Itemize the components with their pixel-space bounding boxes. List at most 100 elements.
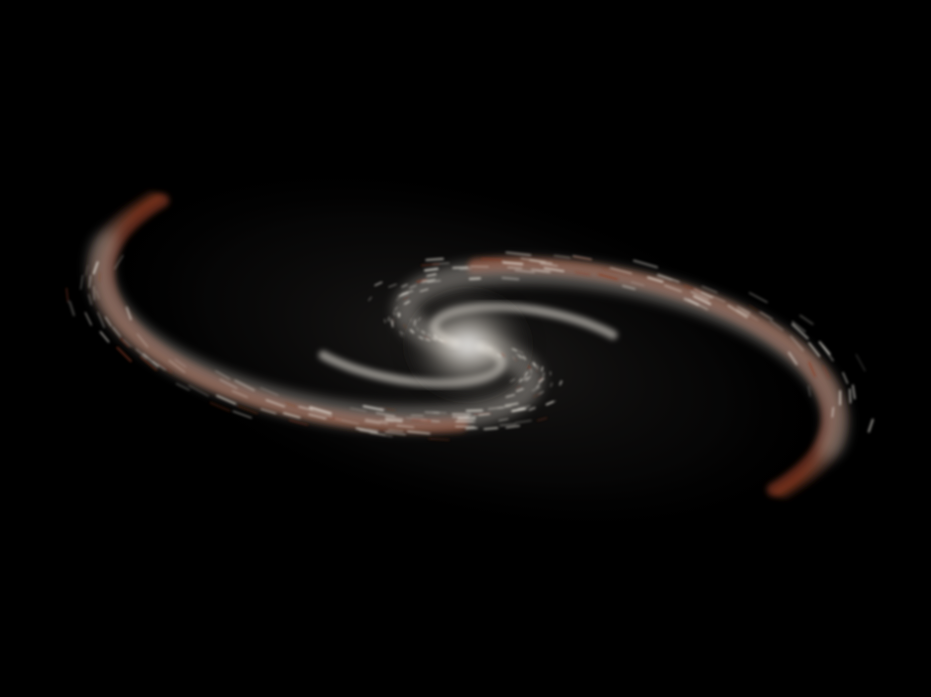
star-streak <box>140 355 158 371</box>
star-streak <box>428 438 450 441</box>
star-streak <box>158 362 173 374</box>
star-streak <box>142 353 159 368</box>
star-streak <box>388 283 397 288</box>
star-streak <box>119 337 130 348</box>
star-streak <box>379 420 394 423</box>
star-streak <box>851 384 856 400</box>
star-streak <box>125 306 132 321</box>
star-streak <box>335 418 360 425</box>
star-streak <box>632 259 659 269</box>
star-streak <box>384 431 407 436</box>
star-streak <box>610 268 631 276</box>
star-streak <box>487 406 505 410</box>
star-streak <box>401 283 408 288</box>
star-streak <box>799 314 814 325</box>
star-streak <box>406 430 431 435</box>
star-streak <box>808 361 816 378</box>
star-streak <box>546 400 557 405</box>
star-streak <box>517 405 531 410</box>
star-streak <box>92 261 99 275</box>
star-streak <box>234 379 255 392</box>
star-streak <box>502 261 524 266</box>
star-streak <box>867 418 874 433</box>
star-streak <box>99 331 110 343</box>
star-streak <box>309 406 332 415</box>
star-streak <box>855 354 866 372</box>
star-streak <box>260 408 277 415</box>
star-streak <box>693 295 712 306</box>
star-streak <box>388 429 404 432</box>
star-streak <box>88 275 92 288</box>
spiral-arm-band <box>96 206 535 424</box>
star-streak <box>727 304 748 319</box>
star-streak <box>622 284 636 290</box>
star-streak <box>403 296 409 300</box>
star-streak <box>368 296 372 301</box>
star-streak <box>104 316 112 327</box>
star-streak <box>657 273 680 283</box>
star-streak <box>504 402 519 407</box>
star-streak <box>533 393 541 398</box>
star-streak <box>425 257 444 262</box>
star-streak <box>209 401 231 412</box>
star-streak <box>116 346 132 363</box>
star-streak <box>260 387 279 396</box>
star-streak <box>95 290 100 300</box>
star-streak <box>701 285 718 294</box>
star-streak <box>525 376 531 381</box>
star-streak <box>113 254 124 270</box>
star-streak <box>236 405 258 415</box>
star-streak <box>397 293 404 298</box>
star-streak <box>515 419 532 424</box>
star-streak <box>712 295 726 303</box>
star-streaks <box>65 251 874 441</box>
spiral-arm-band <box>401 266 840 484</box>
star-streak <box>65 287 69 303</box>
star-streak <box>498 418 509 421</box>
star-streak <box>85 265 89 276</box>
star-streak <box>603 268 619 273</box>
star-streak <box>135 348 148 359</box>
star-streak <box>690 291 710 301</box>
star-streak <box>152 360 166 371</box>
star-streak <box>409 284 417 289</box>
star-streak <box>452 266 469 269</box>
star-streak <box>87 293 93 306</box>
star-streak <box>478 413 490 416</box>
star-streak <box>80 275 84 290</box>
star-streak <box>549 382 553 388</box>
star-streak <box>808 342 821 357</box>
star-streak <box>505 394 516 398</box>
star-streak <box>379 407 396 412</box>
star-streak <box>538 377 545 384</box>
star-streak <box>215 370 231 380</box>
star-streak <box>807 385 811 397</box>
star-streak <box>530 268 551 273</box>
star-streak <box>499 423 517 427</box>
star-streak <box>736 309 749 317</box>
star-streak <box>365 418 389 425</box>
star-streak <box>535 383 540 388</box>
galaxy-core <box>398 283 538 407</box>
star-streak <box>419 288 429 292</box>
star-streak <box>683 297 700 306</box>
star-streak <box>362 405 384 412</box>
star-streak <box>511 407 525 412</box>
star-streak <box>349 407 367 412</box>
star-streak <box>265 399 286 408</box>
star-streak <box>848 388 852 404</box>
star-streak <box>358 429 386 436</box>
star-streak <box>288 419 309 426</box>
star-streak <box>538 377 543 382</box>
star-streak <box>369 432 393 437</box>
star-streak <box>401 290 414 295</box>
star-streak <box>769 320 784 331</box>
star-streak <box>390 319 394 324</box>
star-streak <box>507 266 523 269</box>
star-streak <box>427 280 441 283</box>
star-streak <box>284 402 305 410</box>
star-streak <box>355 427 379 433</box>
star-streak <box>364 420 381 425</box>
star-streak <box>422 278 436 282</box>
